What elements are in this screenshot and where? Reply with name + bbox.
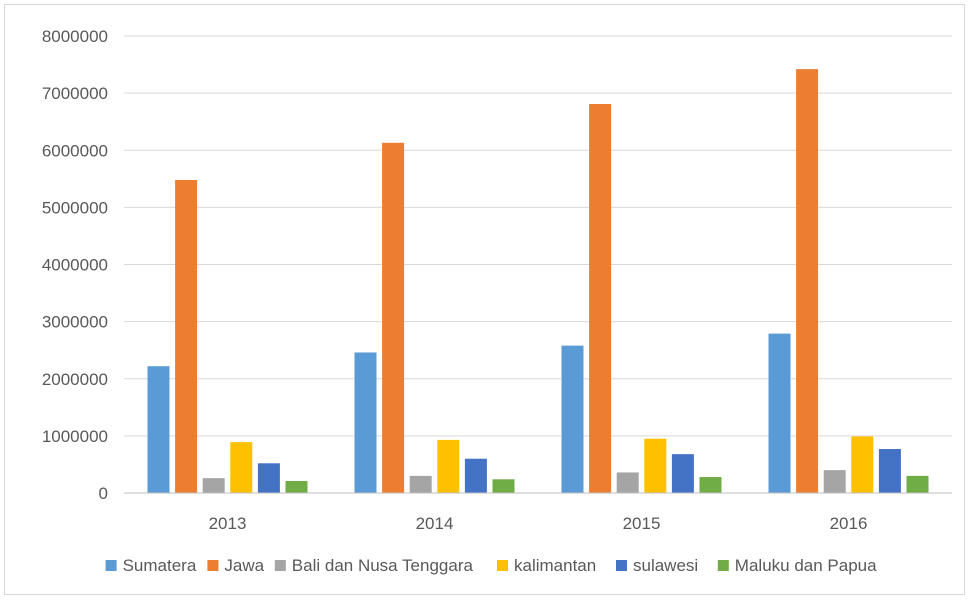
bar-2013-jawa	[175, 179, 198, 493]
bar-2015-sumatera	[561, 345, 584, 493]
x-category-label: 2015	[623, 514, 661, 533]
legend-label: sulawesi	[633, 556, 698, 575]
y-tick-label: 0	[99, 484, 108, 503]
legend-swatch	[105, 560, 117, 571]
y-tick-label: 8000000	[42, 27, 108, 46]
x-axis-categories: 2013 2014 2015 2016	[209, 514, 868, 533]
legend-swatch	[717, 560, 729, 571]
legend-item-jawa: Jawa	[207, 556, 265, 575]
y-tick-label: 3000000	[42, 313, 108, 332]
bar-2014-sumatera	[354, 352, 377, 493]
legend-item-kalimantan: kalimantan	[497, 556, 596, 575]
bar-2016-maluku-dan-papua	[906, 475, 929, 493]
x-category-label: 2016	[830, 514, 868, 533]
legend: Sumatera Jawa Bali dan Nusa Tenggara kalima…	[105, 556, 877, 575]
legend-swatch	[497, 560, 508, 571]
legend-label: kalimantan	[514, 556, 596, 575]
y-tick-label: 6000000	[42, 141, 108, 160]
y-tick-label: 2000000	[42, 370, 108, 389]
bar-2016-sumatera	[768, 333, 791, 493]
legend-label: Sumatera	[123, 556, 197, 575]
legend-swatch	[616, 560, 627, 571]
bar-2013-sulawesi	[257, 463, 280, 493]
bar-2014-bali-dan-nusa-tenggara	[409, 475, 432, 493]
bar-2013-sumatera	[147, 366, 170, 493]
legend-label: Jawa	[224, 556, 264, 575]
bar-2015-sulawesi	[671, 454, 694, 493]
legend-swatch	[274, 560, 286, 571]
bar-2016-kalimantan	[851, 436, 874, 493]
y-tick-label: 1000000	[42, 427, 108, 446]
legend-swatch	[207, 560, 219, 571]
bar-2015-maluku-dan-papua	[699, 477, 722, 493]
bar-2014-kalimantan	[437, 439, 460, 493]
legend-label: Bali dan Nusa Tenggara	[292, 556, 474, 575]
legend-item-bali-dan-nusa-tenggara: Bali dan Nusa Tenggara	[274, 556, 474, 575]
legend-item-sulawesi: sulawesi	[616, 556, 698, 575]
bar-2013-maluku-dan-papua	[285, 481, 308, 493]
bar-2014-jawa	[382, 142, 405, 494]
legend-label: Maluku dan Papua	[735, 556, 877, 575]
bars	[147, 69, 929, 494]
bar-2016-bali-dan-nusa-tenggara	[823, 470, 846, 493]
bar-2016-sulawesi	[878, 449, 901, 493]
y-tick-label: 7000000	[42, 84, 108, 103]
y-axis-ticks: 0 1000000 2000000 3000000 4000000 5000000 6000…	[42, 27, 108, 503]
bar-2013-bali-dan-nusa-tenggara	[202, 478, 225, 493]
bar-2015-jawa	[589, 103, 612, 493]
legend-item-maluku-dan-papua: Maluku dan Papua	[717, 556, 877, 575]
gridlines	[124, 35, 952, 437]
x-category-label: 2014	[416, 514, 454, 533]
bar-2014-sulawesi	[464, 458, 487, 493]
y-tick-label: 4000000	[42, 256, 108, 275]
bar-2015-kalimantan	[644, 438, 667, 493]
x-category-label: 2013	[209, 514, 247, 533]
bar-2014-maluku-dan-papua	[492, 479, 515, 493]
bar-2016-jawa	[796, 69, 819, 493]
bar-2013-kalimantan	[230, 442, 253, 493]
legend-item-sumatera: Sumatera	[105, 556, 197, 575]
y-tick-label: 5000000	[42, 198, 108, 217]
bar-2015-bali-dan-nusa-tenggara	[616, 472, 639, 493]
